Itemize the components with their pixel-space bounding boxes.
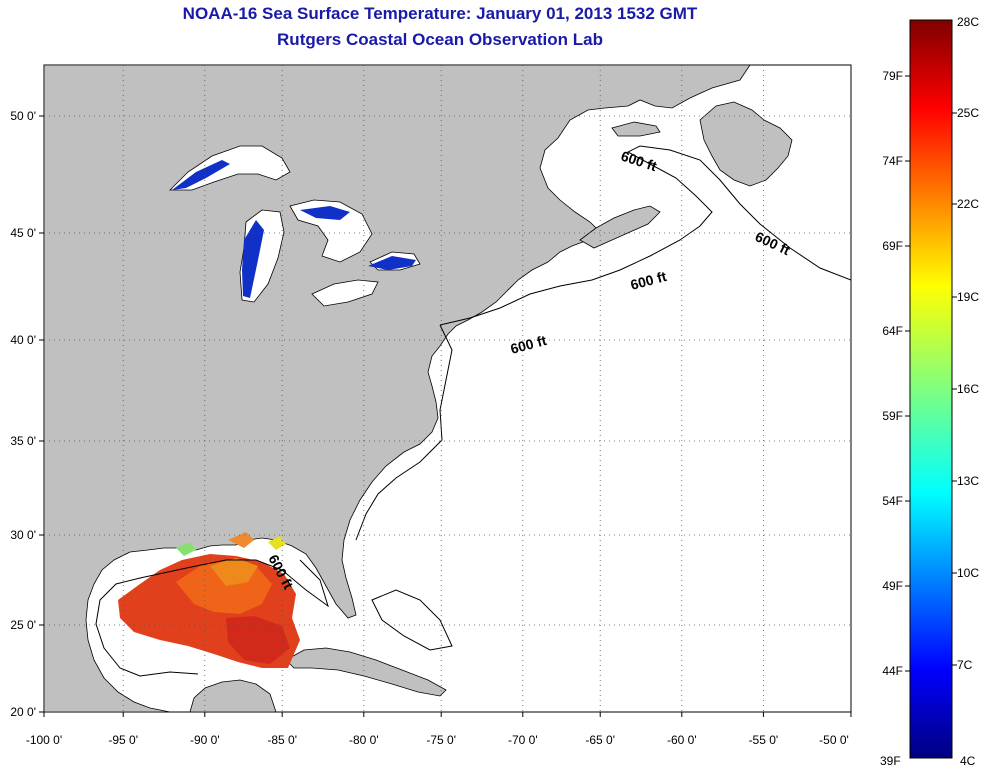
colorbar-fahrenheit-label: 79F <box>882 69 903 83</box>
lon-tick-label: -95 0' <box>108 733 138 747</box>
colorbar-fahrenheit-label: 39F <box>880 754 901 768</box>
lon-tick-label: -100 0' <box>26 733 62 747</box>
lat-tick-label: 20 0' <box>10 705 36 719</box>
isobath-600ft-atlantic <box>439 145 851 326</box>
colorbar-fahrenheit-label: 69F <box>882 239 903 253</box>
colorbar-fahrenheit-label: 54F <box>882 494 903 508</box>
lon-tick-label: -75 0' <box>426 733 456 747</box>
colorbar-celsius-label: 22C <box>957 197 979 211</box>
axis-ticks <box>39 115 852 717</box>
anticosti-land <box>611 121 661 137</box>
colorbar-fahrenheit-label: 49F <box>882 579 903 593</box>
map-title: NOAA-16 Sea Surface Temperature: January… <box>182 4 698 23</box>
lon-tick-label: -90 0' <box>190 733 220 747</box>
lon-tick-label: -55 0' <box>749 733 779 747</box>
colorbar-fahrenheit-label: 64F <box>882 324 903 338</box>
colorbar-celsius-label: 10C <box>957 566 979 580</box>
cuba-land <box>285 647 447 697</box>
colorbar-celsius-label: 19C <box>957 290 979 304</box>
lon-tick-label: -70 0' <box>508 733 538 747</box>
newfoundland-land <box>699 101 793 187</box>
colorbar-fahrenheit-label: 74F <box>882 154 903 168</box>
lat-tick-label: 40 0' <box>10 333 36 347</box>
lat-tick-label: 50 0' <box>10 109 36 123</box>
lon-tick-label: -50 0' <box>819 733 849 747</box>
colorbar <box>909 19 953 759</box>
colorbar-fahrenheit-label: 44F <box>882 664 903 678</box>
colorbar-fahrenheit-label: 59F <box>882 409 903 423</box>
isobath-600ft-se <box>355 324 453 541</box>
isobath-600ft-gulf <box>95 559 329 677</box>
colorbar-celsius-label: 16C <box>957 382 979 396</box>
lat-tick-label: 45 0' <box>10 226 36 240</box>
lon-tick-label: -80 0' <box>349 733 379 747</box>
yucatan-land <box>189 679 277 712</box>
nova-scotia-land <box>579 205 661 249</box>
lon-tick-label: -85 0' <box>267 733 297 747</box>
north-america-land <box>44 65 751 712</box>
colorbar-celsius-label: 7C <box>957 658 973 672</box>
colorbar-celsius-label: 4C <box>960 754 976 768</box>
lake-ice-sst <box>172 160 416 298</box>
colorbar-celsius-label: 25C <box>957 106 979 120</box>
colorbar-ticks <box>905 75 957 672</box>
lat-tick-label: 30 0' <box>10 528 36 542</box>
gulf-sst-swath <box>118 532 300 668</box>
lon-tick-label: -65 0' <box>585 733 615 747</box>
lat-tick-label: 25 0' <box>10 618 36 632</box>
lon-tick-label: -60 0' <box>667 733 697 747</box>
map-subtitle: Rutgers Coastal Ocean Observation Lab <box>277 30 603 49</box>
lat-tick-label: 35 0' <box>10 434 36 448</box>
colorbar-celsius-label: 28C <box>957 15 979 29</box>
colorbar-celsius-label: 13C <box>957 474 979 488</box>
